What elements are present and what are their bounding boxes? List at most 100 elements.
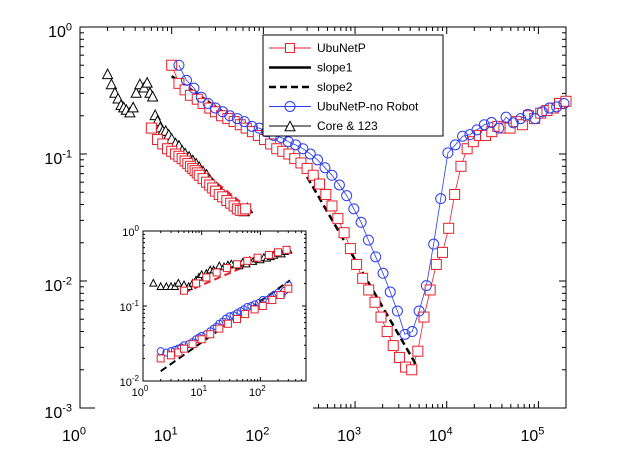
main-x-tick-label: 102 <box>245 425 269 445</box>
main-x-tick-label-base: 10 <box>429 428 447 445</box>
inset-point-upper-red-squares <box>282 245 291 254</box>
main-point-ubunetp-no-robot <box>377 267 389 279</box>
main-point-ubunetp <box>369 296 381 308</box>
main-point-ubunetp <box>504 122 516 134</box>
main-point-ubunetp <box>314 178 326 190</box>
main-point-ubunetp-no-robot <box>362 234 374 246</box>
main-point-ubunetp <box>387 340 399 352</box>
main-y-tick-label: 10-3 <box>44 402 72 422</box>
main-point-ubunetp-no-robot <box>529 113 541 125</box>
inset-point-upper-red-squares <box>212 268 221 277</box>
main-point-ubunetp <box>326 200 338 212</box>
main-point-ubunetp-no-robot <box>355 216 367 228</box>
main-point-ubunetp-no-robot <box>370 251 382 263</box>
main-point-core-123-triangles- <box>127 101 139 113</box>
inset-point-lower-red-squares <box>197 335 206 344</box>
main-point-ubunetp-no-robot <box>195 91 207 103</box>
main-point-ubunetp-no-robot <box>384 286 396 298</box>
main-x-tick-label-base: 10 <box>245 428 263 445</box>
main-y-tick-label: 100 <box>48 21 72 41</box>
inset-x-tick-label-exp: 2 <box>261 384 266 393</box>
main-point-ubunetp-no-robot <box>282 136 294 148</box>
inset-x-tick-label-base: 10 <box>190 387 202 399</box>
inset-point-lower-red-squares <box>250 305 259 314</box>
inset-point-lower-red-squares <box>258 302 267 310</box>
main-x-tick-label-exp: 5 <box>538 425 544 437</box>
main-point-ubunetp-no-robot <box>224 110 236 122</box>
inset-point-lower-red-squares <box>166 351 175 360</box>
main-point-ubunetp-no-robot <box>493 122 505 134</box>
main-point-core-123-triangles- <box>130 86 143 98</box>
main-point-core-123-squares- <box>240 203 252 215</box>
main-point-core-123-triangles- <box>146 90 159 102</box>
main-point-ubunetp-no-robot <box>319 162 331 174</box>
inset-point-upper-triangles <box>173 278 183 287</box>
main-x-tick-label-exp: 4 <box>447 425 453 437</box>
main-point-ubunetp <box>166 59 178 71</box>
legend-entry: UbuNetP <box>269 41 366 55</box>
main-point-ubunetp-no-robot <box>348 203 360 215</box>
inset-y-tick-label-base: 10 <box>120 302 132 314</box>
inset-point-upper-red-squares <box>232 260 241 269</box>
inset-point-upper-red-squares <box>264 250 273 259</box>
main-point-ubunetp <box>332 213 344 225</box>
main-point-ubunetp-no-robot <box>558 97 570 109</box>
legend-label: slope1 <box>317 61 353 75</box>
main-point-ubunetp-no-robot <box>333 179 345 191</box>
inset-point-upper-red-squares <box>253 253 262 262</box>
main-x-tick-label-exp: 1 <box>172 425 178 437</box>
main-point-ubunetp-no-robot <box>442 147 454 159</box>
main-x-tick-label: 104 <box>429 425 453 445</box>
main-point-ubunetp-no-robot <box>312 154 324 166</box>
main-point-ubunetp-no-robot <box>449 139 461 151</box>
main-point-ubunetp-no-robot <box>297 143 309 155</box>
inset-y-tick-label: 100 <box>122 224 139 239</box>
inset-x-tick-label: 100 <box>132 384 149 399</box>
inset-point-lower-red-squares <box>180 344 189 353</box>
main-x-tick-label-base: 10 <box>520 428 538 445</box>
main-point-ubunetp-no-robot <box>209 102 221 114</box>
inset-x-tick-label-base: 10 <box>249 387 261 399</box>
main-point-ubunetp <box>320 188 332 200</box>
inset-x-tick-label-exp: 0 <box>144 384 149 393</box>
main-x-tick-label: 103 <box>337 425 361 445</box>
main-point-ubunetp-no-robot <box>217 106 229 118</box>
main-point-ubunetp-no-robot <box>290 139 302 151</box>
main-point-ubunetp-no-robot <box>478 119 490 131</box>
main-point-ubunetp <box>173 77 185 89</box>
main-point-ubunetp <box>375 311 387 323</box>
inset-y-tick-label-exp: 0 <box>135 224 140 233</box>
main-point-ubunetp-no-robot <box>543 102 555 114</box>
main-point-ubunetp <box>467 136 479 148</box>
legend-entry: UbuNetP-no Robot <box>269 100 419 114</box>
main-point-ubunetp <box>344 243 356 255</box>
main-y-tick-label-base: 10 <box>44 278 62 295</box>
main-x-tick-label: 105 <box>520 425 544 445</box>
inset-x-tick-label: 101 <box>190 384 207 399</box>
main-point-ubunetp-no-robot <box>457 130 469 142</box>
main-x-tick-label-exp: 3 <box>355 425 361 437</box>
main-point-ubunetp <box>406 364 418 376</box>
main-x-tick-label: 101 <box>154 425 178 445</box>
main-point-ubunetp-no-robot <box>406 326 418 338</box>
inset-point-upper-red-squares <box>180 286 189 295</box>
legend-marker-square <box>285 43 295 53</box>
main-point-ubunetp <box>516 119 528 131</box>
inset-point-lower-red-squares <box>241 310 250 319</box>
main-point-ubunetp <box>455 160 467 172</box>
main-x-tick-label-exp: 0 <box>80 425 86 437</box>
main-point-ubunetp-no-robot <box>486 117 498 129</box>
main-point-ubunetp <box>357 272 369 284</box>
main-point-ubunetp <box>351 258 363 270</box>
main-y-tick-label-exp: -2 <box>62 275 72 287</box>
main-y-tick-label: 10-1 <box>44 148 72 168</box>
main-point-ubunetp-no-robot <box>500 111 512 123</box>
main-x-tick-label-exp: 2 <box>263 425 269 437</box>
main-point-ubunetp <box>412 345 424 357</box>
main-point-core-123-squares- <box>145 122 157 134</box>
main-point-ubunetp-no-robot <box>536 106 548 118</box>
main-x-tick-label-base: 10 <box>154 428 172 445</box>
inset-point-lower-red-squares <box>284 284 293 293</box>
main-point-core-123-triangles- <box>101 68 114 80</box>
main-point-core-123-triangles- <box>141 76 153 88</box>
